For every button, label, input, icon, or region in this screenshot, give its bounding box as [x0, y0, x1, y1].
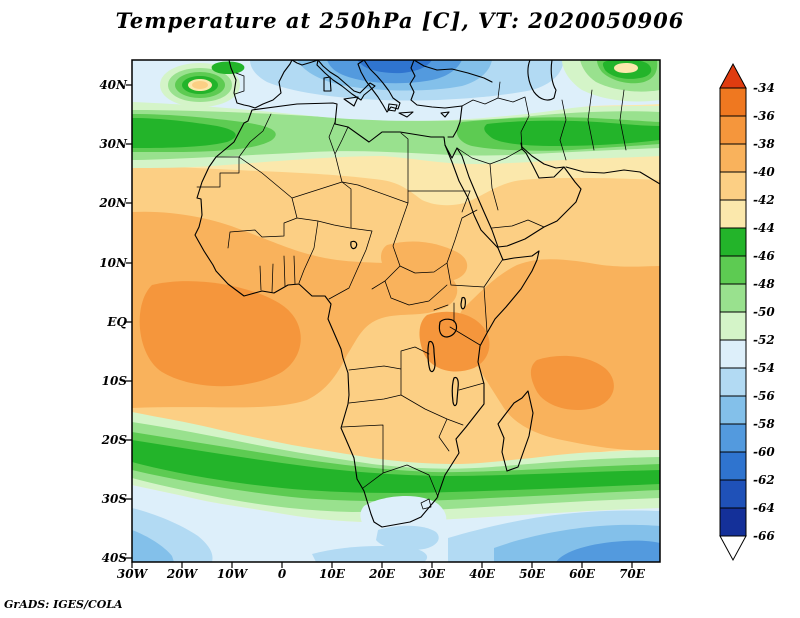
colorbar-label: -56: [753, 389, 775, 403]
colorbar-box: [719, 451, 747, 481]
coastlines-and-borders: [194, 60, 660, 528]
y-axis-label: 40N: [99, 78, 127, 92]
x-axis-label: 40E: [469, 567, 495, 581]
colorbar-box: [719, 367, 747, 397]
lat-ticks: [126, 84, 132, 559]
y-axis-label: 20N: [99, 196, 127, 210]
attribution: GrADS: IGES/COLA: [4, 598, 123, 611]
colorbar-box: [719, 143, 747, 173]
colorbar-label: -36: [753, 109, 775, 123]
colorbar-label: -38: [753, 137, 775, 151]
colorbar-box: [719, 255, 747, 285]
colorbar-label: -42: [753, 193, 775, 207]
y-axis-label: 30S: [101, 492, 127, 506]
y-axis-label: 40S: [101, 551, 127, 565]
map-canvas: [126, 59, 661, 568]
colorbar-label: -34: [753, 81, 775, 95]
colorbar-box: [719, 479, 747, 509]
y-axis-label: 20S: [101, 433, 127, 447]
plot-title: Temperature at 250hPa [C], VT: 202005090…: [115, 8, 685, 33]
colorbar-box: [719, 339, 747, 369]
colorbar-label: -44: [753, 221, 775, 235]
colorbar-box: [719, 507, 747, 537]
colorbar-box: [719, 87, 747, 117]
colorbar-label: -40: [753, 165, 775, 179]
country-borders: [196, 72, 627, 510]
colorbar: [719, 62, 747, 562]
x-axis-label: 20W: [166, 567, 198, 581]
temperature-field: [132, 60, 660, 562]
colorbar-label: -52: [753, 333, 775, 347]
colorbar-label: -54: [753, 361, 775, 375]
colorbar-label: -46: [753, 249, 775, 263]
colorbar-box: [719, 227, 747, 257]
colorbar-box: [719, 171, 747, 201]
colorbar-label: -66: [753, 529, 775, 543]
colorbar-box: [719, 423, 747, 453]
colorbar-box: [719, 311, 747, 341]
x-axis-label: 10E: [319, 567, 345, 581]
x-axis-label: 0: [277, 567, 287, 581]
colorbar-label: -64: [753, 501, 775, 515]
x-axis-label: 60E: [569, 567, 595, 581]
y-axis-label: 10S: [101, 374, 127, 388]
y-axis-label: 10N: [99, 256, 127, 270]
colorbar-label: -48: [753, 277, 775, 291]
lon-ticks: [131, 562, 633, 568]
lakes: [350, 240, 466, 407]
x-axis-label: 30E: [419, 567, 445, 581]
colorbar-label: -62: [753, 473, 775, 487]
x-axis-label: 70E: [619, 567, 645, 581]
colorbar-over-triangle: [719, 62, 747, 89]
x-axis-label: 30W: [116, 567, 148, 581]
colorbar-box: [719, 283, 747, 313]
colorbar-box: [719, 395, 747, 425]
x-axis-label: 50E: [519, 567, 545, 581]
colorbar-box: [719, 199, 747, 229]
x-axis-label: 20E: [369, 567, 395, 581]
y-axis-label: EQ: [107, 315, 127, 329]
x-axis-label: 10W: [216, 567, 248, 581]
colorbar-label: -50: [753, 305, 775, 319]
map-frame: [126, 59, 661, 568]
colorbar-box: [719, 115, 747, 145]
y-axis-label: 30N: [99, 137, 127, 151]
colorbar-label: -60: [753, 445, 775, 459]
colorbar-label: -58: [753, 417, 775, 431]
colorbar-under-triangle: [719, 535, 747, 562]
